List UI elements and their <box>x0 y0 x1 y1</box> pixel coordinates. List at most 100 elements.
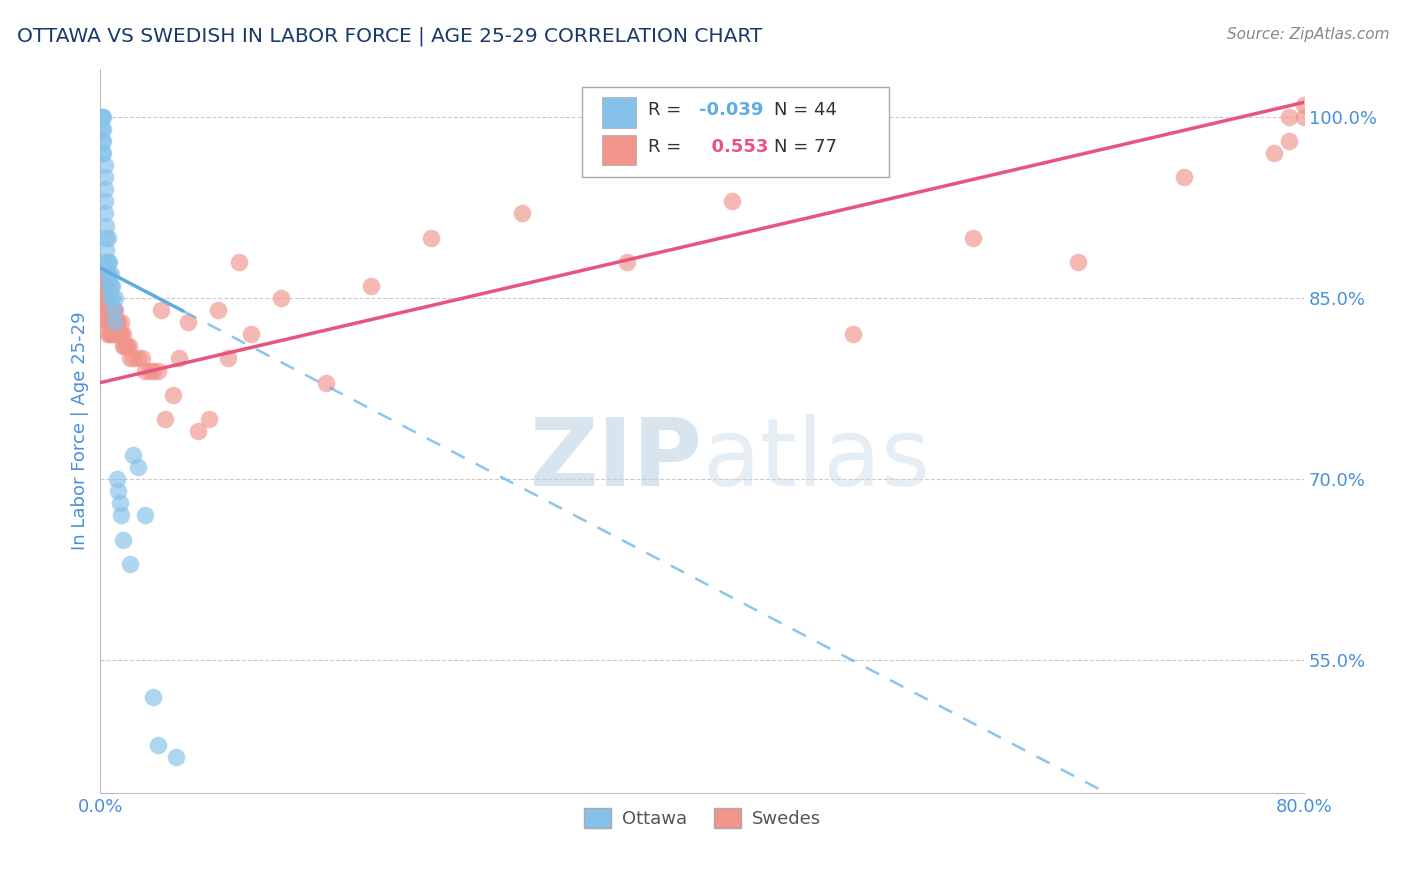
Point <box>100 291 122 305</box>
Point <box>96 279 118 293</box>
Point <box>315 376 337 390</box>
Point <box>107 484 129 499</box>
Point <box>90 110 112 124</box>
Point <box>97 303 120 318</box>
Point <box>197 412 219 426</box>
Point <box>122 351 145 366</box>
Point <box>167 351 190 366</box>
Point <box>93 110 115 124</box>
Point <box>122 448 145 462</box>
Point <box>94 158 117 172</box>
FancyBboxPatch shape <box>582 87 889 178</box>
Point <box>96 230 118 244</box>
Point <box>153 412 176 426</box>
Point <box>162 387 184 401</box>
Point <box>97 267 120 281</box>
Point <box>1173 170 1195 185</box>
Point <box>101 279 124 293</box>
Point <box>1294 97 1316 112</box>
Point <box>100 327 122 342</box>
Point <box>97 291 120 305</box>
Point <box>111 339 134 353</box>
Point <box>90 110 112 124</box>
Point <box>94 279 117 293</box>
Point <box>134 508 156 523</box>
Point <box>142 363 165 377</box>
Point <box>101 291 124 305</box>
Point <box>139 363 162 377</box>
Bar <box>602 135 636 165</box>
Point <box>110 327 132 342</box>
Point <box>100 267 122 281</box>
Point <box>110 315 132 329</box>
Y-axis label: In Labor Force | Age 25-29: In Labor Force | Age 25-29 <box>72 311 89 550</box>
Point <box>721 194 744 209</box>
Point <box>93 267 115 281</box>
Point <box>101 303 124 318</box>
Point <box>127 351 149 366</box>
Point <box>149 303 172 318</box>
Point <box>100 279 122 293</box>
Point <box>131 351 153 366</box>
Text: 0.553: 0.553 <box>699 138 768 156</box>
Point <box>134 363 156 377</box>
Point <box>97 255 120 269</box>
Point <box>96 243 118 257</box>
Point <box>108 327 131 342</box>
Point <box>94 303 117 318</box>
Point <box>90 267 112 281</box>
Point <box>94 291 117 305</box>
Point <box>98 303 121 318</box>
Point <box>97 315 120 329</box>
Point <box>93 279 115 293</box>
Point <box>142 690 165 704</box>
Point <box>120 557 142 571</box>
Point <box>1263 146 1285 161</box>
Point <box>111 327 134 342</box>
Point <box>111 533 134 547</box>
Point <box>117 339 139 353</box>
Text: R =: R = <box>648 138 688 156</box>
Point <box>100 315 122 329</box>
Point <box>100 303 122 318</box>
Point <box>360 279 382 293</box>
Point <box>1278 134 1301 148</box>
Point <box>616 255 638 269</box>
Point <box>115 339 138 353</box>
Text: N = 77: N = 77 <box>775 138 838 156</box>
Point <box>107 327 129 342</box>
Point <box>510 206 533 220</box>
Point <box>239 327 262 342</box>
Point <box>90 134 112 148</box>
Point <box>98 327 121 342</box>
Point <box>103 303 125 318</box>
Point <box>90 146 112 161</box>
Point <box>120 351 142 366</box>
Point <box>94 194 117 209</box>
Point <box>1067 255 1090 269</box>
Point <box>1278 110 1301 124</box>
Point <box>101 315 124 329</box>
Point <box>105 472 128 486</box>
Text: -0.039: -0.039 <box>699 102 763 120</box>
Point <box>96 303 118 318</box>
Point <box>93 122 115 136</box>
Text: ZIP: ZIP <box>529 414 702 506</box>
Point <box>187 424 209 438</box>
Point <box>96 291 118 305</box>
Point <box>127 460 149 475</box>
Point <box>97 230 120 244</box>
Point <box>98 255 121 269</box>
Point <box>176 315 198 329</box>
Point <box>104 315 127 329</box>
Point <box>93 146 115 161</box>
Text: R =: R = <box>648 102 688 120</box>
Legend: Ottawa, Swedes: Ottawa, Swedes <box>576 801 828 835</box>
Point <box>96 315 118 329</box>
Point <box>165 750 187 764</box>
Point <box>98 279 121 293</box>
Text: atlas: atlas <box>702 414 931 506</box>
Point <box>98 315 121 329</box>
Point <box>270 291 292 305</box>
Point <box>93 134 115 148</box>
